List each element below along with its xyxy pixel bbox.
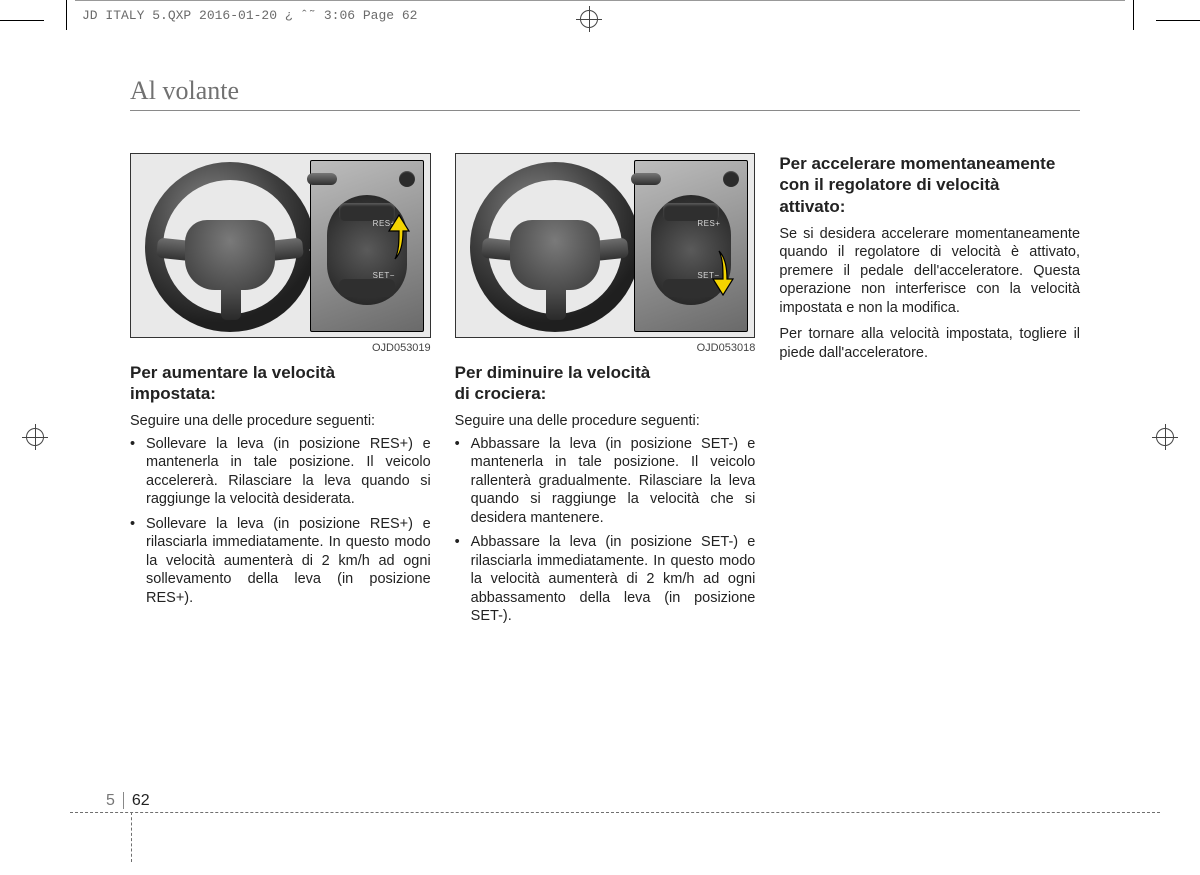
columns: RES+ SET− OJD053019 Per aumentare la vel… (130, 153, 1080, 632)
subheading-line3: attivato: (779, 197, 845, 216)
subheading-accelerate: Per accelerare momentaneamente con il re… (779, 153, 1080, 217)
footer-vertical-tick (131, 812, 132, 862)
registration-target-top (576, 6, 602, 32)
cruise-controls-closeup: RES+ SET− (310, 160, 424, 332)
column-2: RES+ SET− OJD053018 Per diminuire la vel… (455, 153, 756, 632)
list-item: Sollevare la leva (in posizione RES+) e … (130, 515, 431, 608)
subheading-line2: con il regolatore di velocità (779, 175, 999, 194)
subheading-line1: Per accelerare momentaneamente (779, 154, 1055, 173)
column-3: Per accelerare momentaneamente con il re… (779, 153, 1080, 632)
steering-wheel-illustration (145, 162, 315, 332)
subheading-line1: Per aumentare la velocità (130, 363, 335, 382)
registration-target-right (1152, 424, 1178, 450)
page-number: 5 62 (106, 792, 150, 810)
subheading-increase: Per aumentare la velocità impostata: (130, 362, 431, 405)
arrow-down-icon (711, 249, 735, 297)
list-item: Abbassare la leva (in posizione SET-) e … (455, 435, 756, 528)
subheading-line2: di crociera: (455, 384, 547, 403)
intro-text: Seguire una delle procedure seguenti: (130, 413, 431, 429)
figure-increase-speed: RES+ SET− (130, 153, 431, 338)
chapter-number: 5 (106, 792, 124, 809)
subheading-decrease: Per diminuire la velocità di crociera: (455, 362, 756, 405)
crop-mark (66, 0, 67, 30)
page-content: Al volante RES+ SET− (130, 76, 1080, 632)
figure-decrease-speed: RES+ SET− (455, 153, 756, 338)
crop-line-top (75, 0, 1125, 1)
column-1: RES+ SET− OJD053019 Per aumentare la vel… (130, 153, 431, 632)
file-header-info: JD ITALY 5.QXP 2016-01-20 ¿ ˆ˜ 3:06 Page… (82, 8, 417, 23)
subheading-line1: Per diminuire la velocità (455, 363, 651, 382)
steering-wheel-illustration (470, 162, 640, 332)
figure-code: OJD053019 (130, 342, 431, 354)
crop-mark (1133, 0, 1134, 30)
set-minus-label: SET− (373, 271, 395, 280)
registration-target-left (22, 424, 48, 450)
cruise-controls-closeup: RES+ SET− (634, 160, 748, 332)
footer-dashed-line (70, 812, 1160, 813)
list-item: Abbassare la leva (in posizione SET-) e … (455, 533, 756, 626)
crop-mark (0, 20, 44, 21)
arrow-up-icon (387, 213, 411, 261)
bullet-list: Sollevare la leva (in posizione RES+) e … (130, 435, 431, 608)
crop-mark (1156, 20, 1200, 21)
paragraph: Per tornare alla velocità impostata, tog… (779, 325, 1080, 362)
subheading-line2: impostata: (130, 384, 216, 403)
section-title: Al volante (130, 76, 1080, 111)
intro-text: Seguire una delle procedure seguenti: (455, 413, 756, 429)
res-plus-label: RES+ (697, 219, 720, 228)
bullet-list: Abbassare la leva (in posizione SET-) e … (455, 435, 756, 626)
paragraph: Se si desidera accelerare momentaneament… (779, 225, 1080, 318)
list-item: Sollevare la leva (in posizione RES+) e … (130, 435, 431, 509)
page-number-value: 62 (132, 792, 150, 809)
figure-code: OJD053018 (455, 342, 756, 354)
